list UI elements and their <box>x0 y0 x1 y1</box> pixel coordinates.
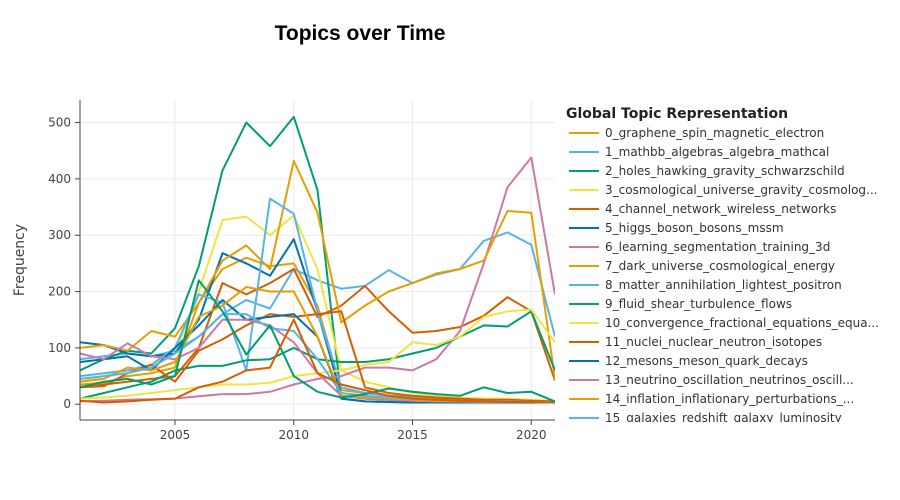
series-lines <box>80 115 555 404</box>
legend-label: 7_dark_universe_cosmological_energy <box>605 259 835 273</box>
series-line <box>80 214 555 402</box>
series-line <box>80 159 555 380</box>
y-tick-label: 300 <box>48 228 71 242</box>
legend-label: 6_learning_segmentation_training_3d <box>605 240 830 254</box>
legend-label: 5_higgs_boson_bosons_mssm <box>605 221 784 235</box>
legend-label: 9_fluid_shear_turbulence_flows <box>605 297 792 311</box>
axes: 0 100 200 300 400 500 2005 2010 2015 2020 <box>48 100 555 442</box>
y-tick-label: 100 <box>48 341 71 355</box>
legend-items: 0_graphene_spin_magnetic_electron 1_mathb… <box>569 126 879 425</box>
legend: Global Topic Representation 0_graphene_s… <box>566 106 879 425</box>
legend-label: 0_graphene_spin_magnetic_electron <box>605 126 824 140</box>
chart-title: Topics over Time <box>275 22 446 45</box>
legend-label: 8_matter_annihilation_lightest_positron <box>605 278 842 292</box>
legend-label: 1_mathbb_algebras_algebra_mathcal <box>605 145 829 159</box>
y-tick-label: 500 <box>48 116 71 130</box>
legend-title: Global Topic Representation <box>566 106 788 122</box>
y-axis-label: Frequency <box>12 224 28 296</box>
y-tick-label: 400 <box>48 172 71 186</box>
legend-label: 2_holes_hawking_gravity_schwarzschild <box>605 164 845 178</box>
legend-label: 10_convergence_fractional_equations_equa… <box>605 316 879 330</box>
legend-label: 4_channel_network_wireless_networks <box>605 202 836 216</box>
legend-label: 15_galaxies_redshift_galaxy_luminosity <box>605 411 842 425</box>
y-tick-label: 0 <box>63 397 71 411</box>
grid <box>80 100 555 420</box>
series-line <box>80 279 555 403</box>
x-tick-label: 2005 <box>160 428 191 442</box>
x-tick-label: 2015 <box>397 428 428 442</box>
x-tick-label: 2010 <box>278 428 309 442</box>
legend-label: 3_cosmological_universe_gravity_cosmolog… <box>605 183 877 197</box>
y-tick-label: 200 <box>48 285 71 299</box>
legend-label: 13_neutrino_oscillation_neutrinos_oscill… <box>605 373 854 387</box>
series-line <box>80 310 555 403</box>
series-line <box>80 318 555 404</box>
legend-label: 14_inflation_inflationary_perturbations_… <box>605 392 854 406</box>
legend-label: 12_mesons_meson_quark_decays <box>605 354 808 368</box>
legend-label: 11_nuclei_nuclear_neutron_isotopes <box>605 335 822 349</box>
x-tick-label: 2020 <box>516 428 547 442</box>
